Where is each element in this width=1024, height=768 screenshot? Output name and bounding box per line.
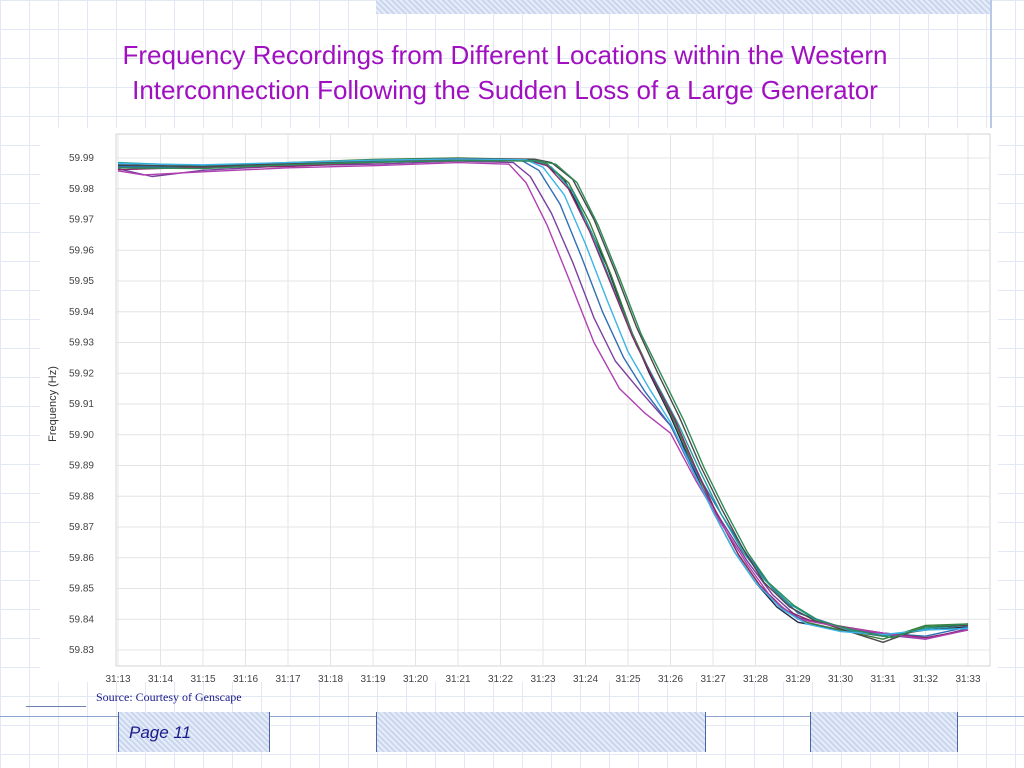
x-tick-label: 31:27 bbox=[700, 674, 725, 682]
x-tick-label: 31:22 bbox=[488, 674, 513, 682]
footer-decor-box-right bbox=[810, 712, 958, 752]
x-tick-label: 31:29 bbox=[785, 674, 810, 682]
plot-area bbox=[115, 133, 991, 667]
x-tick-label: 31:24 bbox=[573, 674, 598, 682]
x-tick-label: 31:30 bbox=[828, 674, 853, 682]
page-number: Page 11 bbox=[129, 723, 192, 742]
x-tick-label: 31:28 bbox=[743, 674, 768, 682]
x-tick-label: 31:19 bbox=[360, 674, 385, 682]
x-tick-label: 31:26 bbox=[658, 674, 683, 682]
x-tick-label: 31:31 bbox=[870, 674, 895, 682]
y-tick-label: 59.96 bbox=[69, 245, 94, 256]
x-tick-label: 31:14 bbox=[148, 674, 173, 682]
x-tick-label: 31:32 bbox=[913, 674, 938, 682]
x-tick-label: 31:25 bbox=[615, 674, 640, 682]
y-tick-label: 59.85 bbox=[69, 584, 94, 595]
y-tick-label: 59.86 bbox=[69, 553, 94, 564]
frequency-chart: 59.99 59.98 59.97 59.96 59.95 59.94 59.93 59.92… bbox=[40, 128, 998, 682]
right-decor-rule bbox=[990, 0, 992, 128]
y-tick-label: 59.84 bbox=[69, 614, 94, 625]
y-tick-label: 59.93 bbox=[69, 338, 94, 349]
series-line bbox=[117, 159, 969, 639]
y-tick-label: 59.92 bbox=[69, 368, 94, 379]
y-tick-label: 59.83 bbox=[69, 645, 94, 656]
y-tick-label: 59.99 bbox=[69, 153, 94, 164]
x-tick-label: 31:23 bbox=[530, 674, 555, 682]
page-number-box: Page 11 bbox=[118, 712, 270, 752]
source-caption: Source: Courtesy of Genscape bbox=[96, 690, 242, 704]
y-tick-label: 59.97 bbox=[69, 215, 94, 226]
y-tick-label: 59.90 bbox=[69, 430, 94, 441]
x-tick-label: 31:18 bbox=[318, 674, 343, 682]
x-tick-label: 31:33 bbox=[955, 674, 980, 682]
top-decor-bar bbox=[376, 0, 990, 14]
slide-title: Frequency Recordings from Different Loca… bbox=[122, 40, 888, 105]
chart-svg: 59.99 59.98 59.97 59.96 59.95 59.94 59.93 59.92… bbox=[47, 133, 991, 682]
source-rule bbox=[26, 706, 86, 707]
y-tick-label: 59.89 bbox=[69, 461, 94, 472]
y-tick-label: 59.87 bbox=[69, 522, 94, 533]
series-line bbox=[117, 161, 969, 640]
y-tick-label: 59.95 bbox=[69, 276, 94, 287]
y-tick-label: 59.98 bbox=[69, 184, 94, 195]
y-tick-label: 59.94 bbox=[69, 307, 94, 318]
x-tick-label: 31:16 bbox=[233, 674, 258, 682]
x-tick-label: 31:20 bbox=[403, 674, 428, 682]
y-tick-label: 59.88 bbox=[69, 491, 94, 502]
x-tick-label: 31:13 bbox=[105, 674, 130, 682]
x-tick-label: 31:21 bbox=[445, 674, 470, 682]
y-axis-label: Frequency (Hz) bbox=[47, 366, 59, 442]
y-tick-label: 59.91 bbox=[69, 399, 94, 410]
footer-decor-box-center bbox=[376, 712, 706, 752]
series-line bbox=[117, 158, 969, 636]
x-tick-label: 31:17 bbox=[275, 674, 300, 682]
x-tick-label: 31:15 bbox=[190, 674, 215, 682]
